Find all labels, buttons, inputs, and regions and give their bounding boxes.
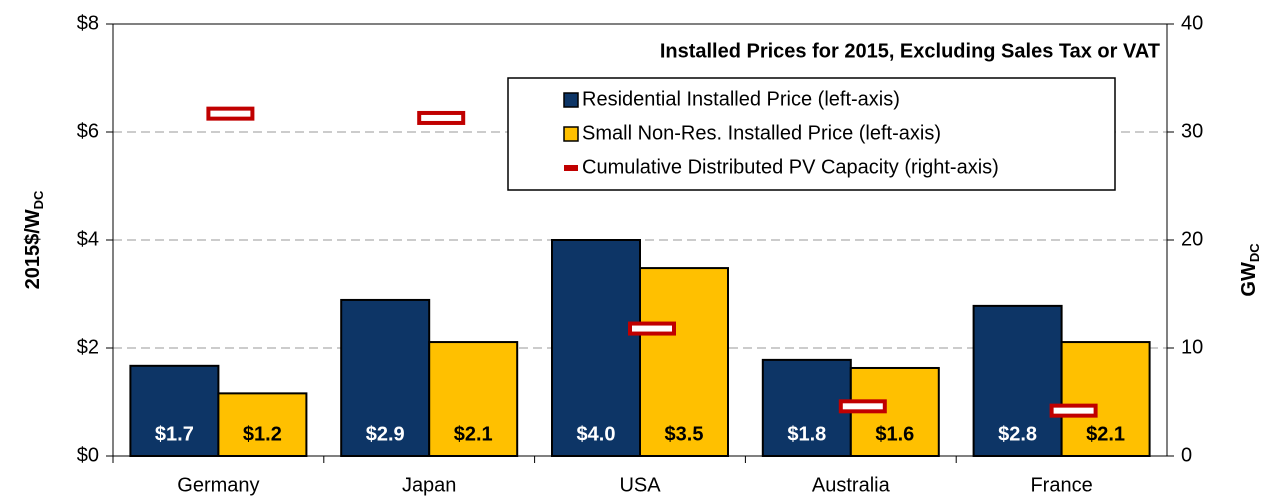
legend-swatch [564,165,578,171]
y-tick-label: $2 [77,336,99,358]
y-axis-label: 2015$/WDC [22,190,46,289]
legend-box [507,77,1116,191]
bar [217,392,308,457]
value-label: $2.9 [366,423,405,445]
bar [428,341,519,457]
value-label: $1.7 [155,423,194,445]
chart-title: Installed Prices for 2015, Excluding Sal… [660,40,1160,62]
value-label: $3.5 [665,423,704,445]
capacity-marker [838,399,887,414]
y2-tick-label: 0 [1181,444,1192,466]
y2-label-sub: DC [1247,243,1262,262]
legend-swatch [563,126,579,142]
capacity-marker [628,321,676,336]
bar [972,304,1063,457]
y2-tick-label: 30 [1181,120,1203,142]
y2-axis-label: GWDC [1238,243,1262,297]
legend-label: Cumulative Distributed PV Capacity (righ… [582,156,999,178]
value-label: $1.8 [787,423,826,445]
legend-label: Small Non-Res. Installed Price (left-axi… [582,122,941,144]
value-label: $2.1 [1086,423,1125,445]
value-label: $1.2 [243,423,282,445]
value-label: $4.0 [577,423,616,445]
legend-label: Residential Installed Price (left-axis) [582,88,900,110]
x-tick-label: France [1030,474,1092,496]
capacity-marker [417,110,466,125]
y2-tick-label: 40 [1181,12,1203,34]
bar [639,267,729,457]
y-tick-label: $4 [77,228,99,250]
bar [1060,341,1151,457]
x-tick-label: USA [619,474,661,496]
capacity-marker [1049,403,1098,418]
value-label: $2.8 [998,423,1037,445]
y2-tick-label: 20 [1181,228,1203,250]
capacity-marker [206,106,255,121]
value-label: $2.1 [454,423,493,445]
y-label-main: 2015$/W [22,209,44,289]
y-label-sub: DC [31,190,46,209]
y2-label-main: GW [1238,262,1260,297]
y-tick-label: $0 [77,444,99,466]
x-tick-label: Japan [402,474,457,496]
x-tick-label: Australia [812,474,891,496]
legend-swatch [563,92,579,108]
y-tick-label: $8 [77,12,99,34]
bar [340,298,431,457]
y2-tick-label: 10 [1181,336,1203,358]
value-label: $1.6 [875,423,914,445]
x-tick-label: Germany [177,474,259,496]
y-tick-label: $6 [77,120,99,142]
